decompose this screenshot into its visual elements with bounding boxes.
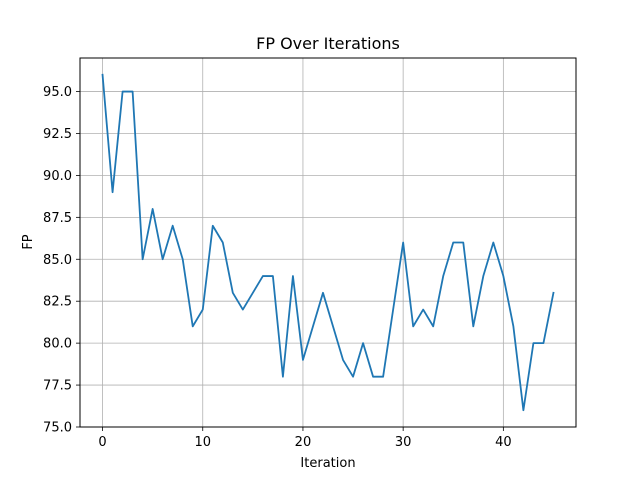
x-tick-label: 10 bbox=[194, 435, 211, 450]
x-tick-label: 20 bbox=[295, 435, 312, 450]
series-line-0 bbox=[101, 73, 555, 412]
y-tick-label: 92.5 bbox=[43, 127, 72, 142]
y-tick-label: 75.0 bbox=[43, 421, 72, 436]
x-tick-label: 0 bbox=[98, 435, 106, 450]
y-tick-label: 85.0 bbox=[43, 253, 72, 268]
y-tick-label: 87.5 bbox=[43, 211, 72, 226]
x-axis-label: Iteration bbox=[300, 456, 355, 471]
y-tick-label: 80.0 bbox=[43, 337, 72, 352]
chart-title: FP Over Iterations bbox=[256, 34, 400, 53]
x-tick-label: 40 bbox=[495, 435, 512, 450]
y-tick-label: 95.0 bbox=[43, 85, 72, 100]
x-tick-label: 30 bbox=[395, 435, 412, 450]
y-tick-label: 82.5 bbox=[43, 295, 72, 310]
y-tick-label: 90.0 bbox=[43, 169, 72, 184]
y-tick-label: 77.5 bbox=[43, 379, 72, 394]
y-axis-label: FP bbox=[21, 234, 36, 249]
ticks: 0 10 20 30 40 75.0 77.5 80.0 82.5 85.0 87.5 90.0 92.… bbox=[43, 85, 512, 450]
series-layer bbox=[101, 73, 555, 412]
plot-frame bbox=[79, 57, 577, 428]
